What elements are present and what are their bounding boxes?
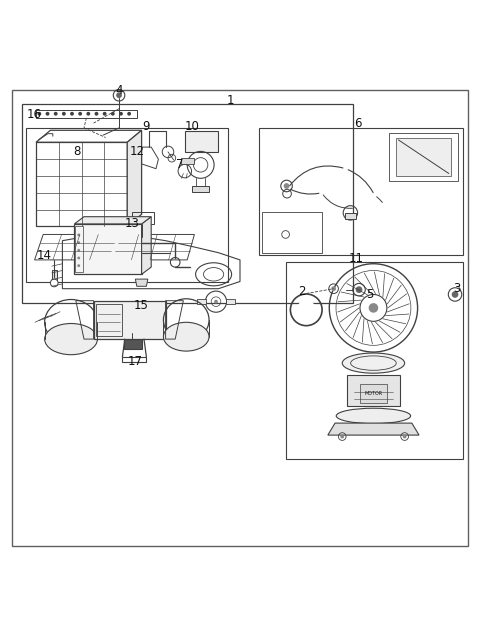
Circle shape (70, 112, 74, 116)
Text: 5: 5 (366, 288, 373, 301)
Circle shape (46, 112, 49, 116)
Bar (226, 299, 235, 304)
Text: 14: 14 (37, 248, 52, 262)
Bar (360, 384, 387, 403)
Bar (36, 142, 127, 226)
Bar (396, 138, 451, 176)
Circle shape (77, 257, 80, 260)
Circle shape (452, 291, 458, 298)
Circle shape (214, 300, 218, 304)
Text: 8: 8 (73, 145, 81, 158)
Circle shape (356, 286, 362, 293)
Text: 1: 1 (227, 93, 234, 107)
Text: 7: 7 (176, 158, 184, 171)
Polygon shape (345, 213, 356, 219)
Circle shape (284, 183, 289, 189)
Text: 15: 15 (134, 299, 149, 312)
Circle shape (103, 112, 107, 116)
Text: 4: 4 (115, 84, 123, 97)
Polygon shape (192, 185, 209, 192)
Circle shape (111, 112, 115, 116)
Bar (132, 212, 154, 224)
Polygon shape (328, 423, 419, 435)
Bar (259, 128, 463, 255)
Bar (94, 301, 166, 339)
Text: 16: 16 (26, 109, 41, 121)
Bar (185, 131, 218, 152)
Circle shape (54, 112, 58, 116)
Circle shape (50, 279, 58, 287)
Polygon shape (74, 217, 151, 224)
Circle shape (95, 112, 98, 116)
Circle shape (86, 112, 90, 116)
Polygon shape (127, 130, 142, 226)
Bar (75, 226, 83, 272)
Bar (74, 224, 142, 274)
Circle shape (331, 286, 336, 291)
Bar (26, 128, 228, 281)
Text: 9: 9 (143, 120, 150, 133)
Ellipse shape (45, 323, 97, 355)
Bar (22, 104, 353, 303)
Bar (347, 375, 400, 406)
Circle shape (119, 112, 123, 116)
Bar (122, 357, 146, 362)
Bar (389, 133, 458, 181)
Ellipse shape (163, 323, 209, 351)
Bar (262, 212, 322, 253)
Circle shape (62, 112, 66, 116)
Circle shape (37, 112, 41, 116)
Bar (96, 304, 122, 336)
Text: 3: 3 (453, 282, 460, 295)
Bar (124, 339, 142, 349)
Ellipse shape (342, 353, 405, 373)
Circle shape (297, 300, 316, 319)
Bar (52, 269, 57, 281)
Text: 17: 17 (128, 355, 143, 368)
Circle shape (77, 234, 80, 236)
Circle shape (77, 249, 80, 251)
Text: 11: 11 (348, 253, 364, 265)
Text: 12: 12 (129, 145, 144, 158)
Polygon shape (142, 217, 151, 274)
Ellipse shape (336, 408, 410, 424)
Bar (286, 262, 463, 459)
Text: 10: 10 (185, 120, 199, 133)
Circle shape (77, 241, 80, 244)
Circle shape (369, 303, 378, 312)
Polygon shape (135, 279, 148, 286)
Circle shape (127, 112, 131, 116)
Circle shape (340, 434, 344, 438)
Text: 2: 2 (298, 284, 305, 298)
Bar (197, 299, 206, 304)
Bar (181, 158, 194, 164)
Text: 13: 13 (125, 217, 139, 231)
Bar (36, 110, 137, 118)
Circle shape (77, 264, 80, 267)
Circle shape (116, 92, 122, 98)
Circle shape (78, 112, 82, 116)
Text: 6: 6 (354, 117, 361, 130)
Text: MOTOR: MOTOR (364, 391, 383, 396)
Circle shape (403, 434, 407, 438)
